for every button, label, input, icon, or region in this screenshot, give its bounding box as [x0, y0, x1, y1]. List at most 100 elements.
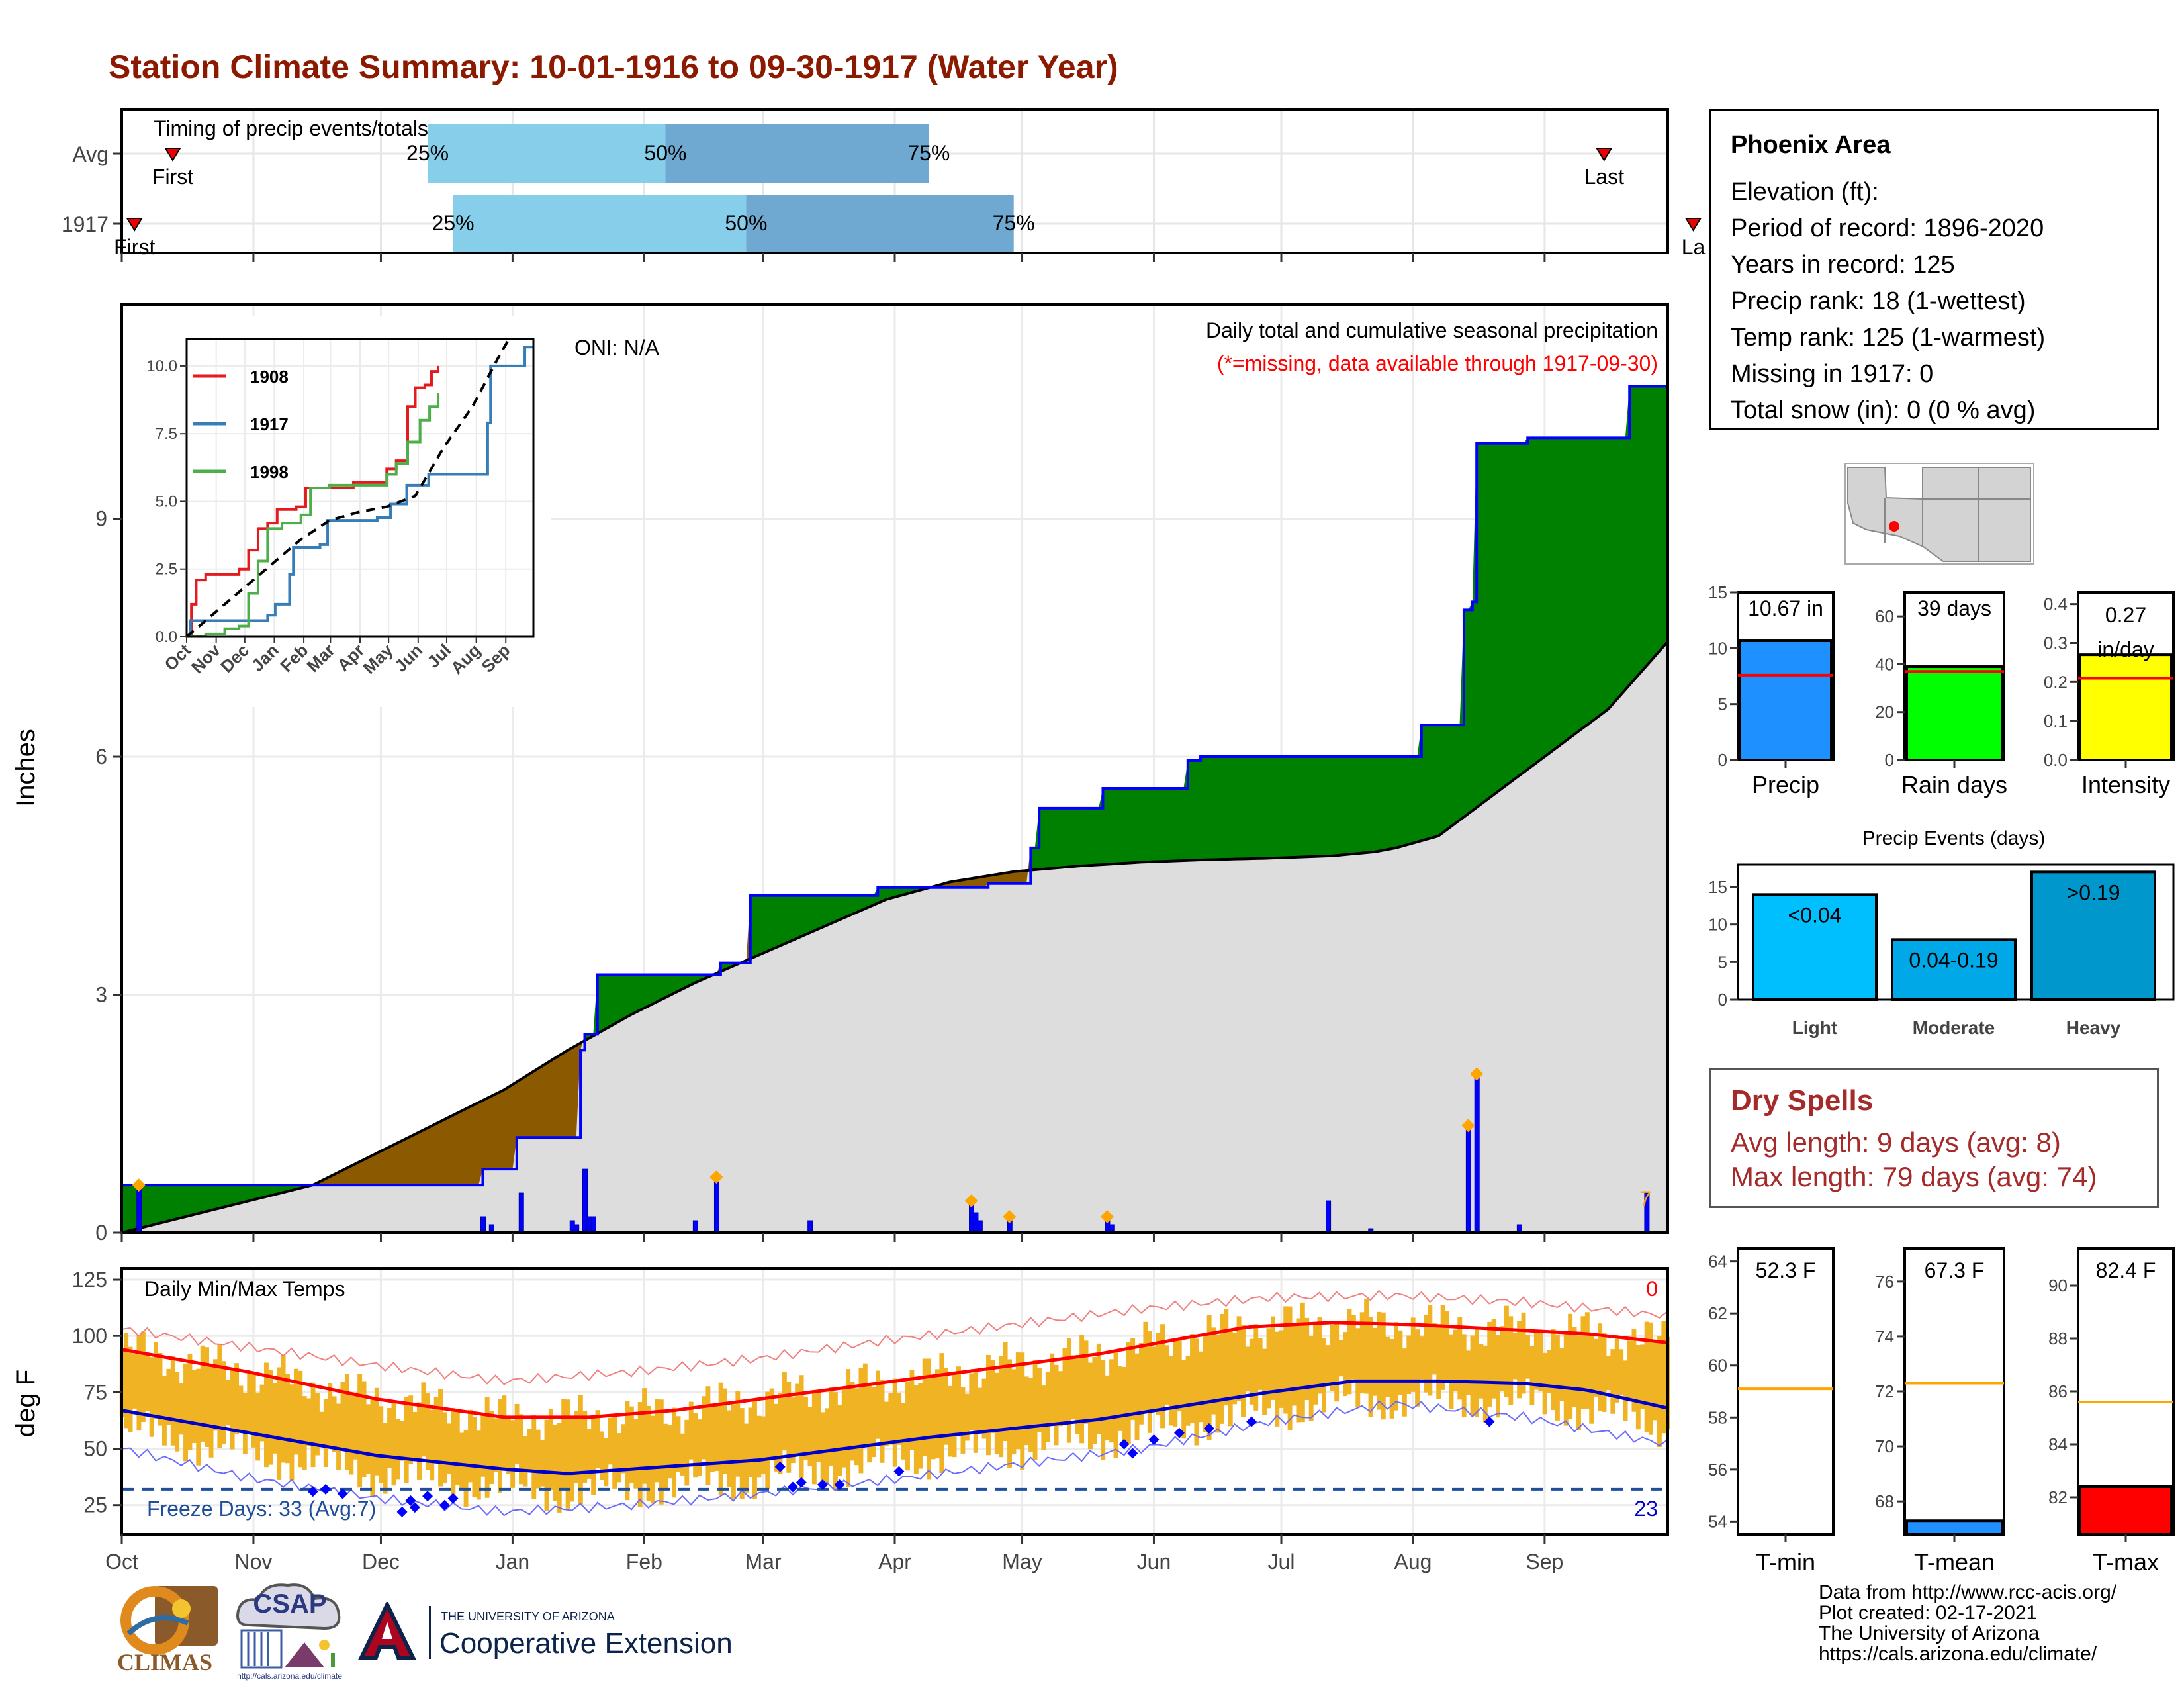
daily-temp-bar [268, 1370, 273, 1465]
daily-temp-bar [1593, 1338, 1598, 1397]
daily-temp-bar [655, 1399, 660, 1483]
daily-temp-bar [1147, 1331, 1152, 1433]
daily-temp-bar [1377, 1311, 1382, 1410]
daily-temp-bar [1419, 1336, 1424, 1380]
daily-temp-bar [527, 1429, 532, 1472]
daily-temp-bar [1343, 1332, 1347, 1397]
daily-temp-bar [931, 1377, 936, 1460]
daily-temp-bar [650, 1415, 655, 1504]
daily-temp-bar [646, 1405, 651, 1501]
daily-temp-bar [969, 1373, 974, 1430]
daily-temp-bar [1257, 1338, 1263, 1390]
daily-temp-bar [1152, 1346, 1157, 1409]
daily-temp-bar [319, 1411, 324, 1444]
timing-q50-label: 50% [644, 141, 686, 165]
precip-events-title: Precip Events (days) [1862, 827, 2046, 849]
daily-temp-bar [990, 1360, 995, 1434]
daily-temp-bar [1134, 1353, 1140, 1440]
precip-total-label-bg [1741, 594, 1831, 638]
daily-temp-bar [421, 1382, 426, 1457]
daily-temp-bar [1245, 1346, 1250, 1391]
daily-temp-bar [357, 1374, 363, 1488]
daily-temp-bar [1156, 1333, 1161, 1415]
daily-temp-bar [1479, 1344, 1484, 1399]
credit-data-source: Data from http://www.rcc-acis.org/ [1819, 1581, 2117, 1603]
inset-y-tick-label: 0.0 [156, 628, 177, 646]
daily-temp-bar [293, 1368, 298, 1455]
daily-temp-bar [1228, 1331, 1233, 1427]
daily-temp-bar [1190, 1334, 1195, 1424]
daily-temp-bar [1075, 1354, 1080, 1434]
daily-temp-bar [1500, 1326, 1505, 1391]
daily-temp-bar [688, 1401, 694, 1460]
intensity-y-tick-label: 0.2 [2044, 672, 2068, 692]
daily-temp-bar [1330, 1325, 1335, 1391]
first-event-label: First [152, 165, 193, 189]
daily-temp-bar [531, 1414, 537, 1499]
daily-temp-bar [1533, 1330, 1539, 1390]
freeze-day-marker [796, 1477, 807, 1488]
daily-temp-bar [595, 1410, 600, 1469]
daily-temp-bar [1521, 1312, 1526, 1394]
daily-temp-bar [179, 1383, 184, 1435]
daily-temp-bar [837, 1405, 842, 1476]
rain-days-label: 39 days [1917, 596, 1991, 620]
precip-event-category: Moderate [1913, 1017, 1995, 1038]
daily-temp-bar [807, 1407, 813, 1467]
daily-temp-bar [417, 1402, 422, 1480]
first-event-marker [126, 218, 144, 232]
daily-temp-bar [1024, 1376, 1029, 1446]
daily-temp-bar [391, 1400, 396, 1486]
daily-temp-bar [208, 1366, 214, 1458]
daily-temp-bar [1105, 1375, 1110, 1440]
daily-temp-bar [825, 1408, 830, 1485]
daily-temp-bar [298, 1370, 303, 1468]
daily-temp-bar [433, 1397, 439, 1461]
daily-temp-bar [973, 1371, 978, 1453]
daily-temp-bar [451, 1407, 456, 1502]
daily-temp-bar [1470, 1335, 1475, 1416]
daily-temp-bar [1512, 1333, 1518, 1380]
freeze-day-marker [1246, 1416, 1257, 1427]
daily-temp-bar [281, 1354, 286, 1463]
daily-temp-bar [332, 1396, 337, 1452]
credit-url: https://cals.arizona.edu/climate/ [1819, 1643, 2097, 1665]
daily-temp-bar [1113, 1349, 1118, 1458]
precip-y-tick-label: 6 [95, 745, 107, 769]
daily-precip-bar [1474, 1073, 1480, 1233]
daily-temp-bar [892, 1378, 897, 1467]
daily-temp-bar [943, 1368, 948, 1445]
daily-temp-bar [430, 1409, 435, 1481]
daily-temp-bar [901, 1403, 906, 1460]
daily-temp-bar [1139, 1342, 1144, 1425]
daily-temp-bar [1215, 1334, 1220, 1433]
precip-event-category: Heavy [2066, 1017, 2121, 1038]
daily-temp-bar [1394, 1322, 1398, 1411]
daily-temp-bar [408, 1395, 414, 1465]
daily-temp-bar [1563, 1331, 1569, 1426]
climas-logo-text: CLIMAS [116, 1649, 213, 1675]
dry-spells-avg: Avg length: 9 days (avg: 8) [1731, 1127, 2061, 1158]
tmean-frame [1903, 1247, 2005, 1536]
month-label: May [1002, 1550, 1042, 1573]
daily-temp-bar [1398, 1330, 1403, 1395]
precip-below-average-fill [741, 895, 751, 963]
daily-temp-bar [489, 1411, 494, 1484]
daily-temp-bar [272, 1383, 277, 1454]
freeze-day-marker [337, 1488, 348, 1499]
daily-temp-bar [956, 1366, 961, 1433]
daily-temp-bar [1631, 1329, 1637, 1412]
freeze-day-marker [439, 1499, 450, 1511]
freeze-day-marker [1148, 1434, 1160, 1445]
precip-events-y-tick-label: 5 [1718, 952, 1727, 972]
daily-temp-bar [862, 1363, 868, 1446]
daily-temp-bar [349, 1392, 354, 1475]
daily-temp-bar [629, 1406, 634, 1483]
precip_total-y-tick-label: 0 [1718, 750, 1727, 770]
daily-temp-bar [1568, 1313, 1573, 1419]
intensity-value-label: 0.27 [2105, 603, 2146, 627]
inset-y-tick-label: 10.0 [146, 357, 177, 375]
daily-temp-bar [1428, 1305, 1433, 1396]
daily-temp-bar [680, 1433, 685, 1476]
daily-temp-bar [480, 1413, 486, 1477]
